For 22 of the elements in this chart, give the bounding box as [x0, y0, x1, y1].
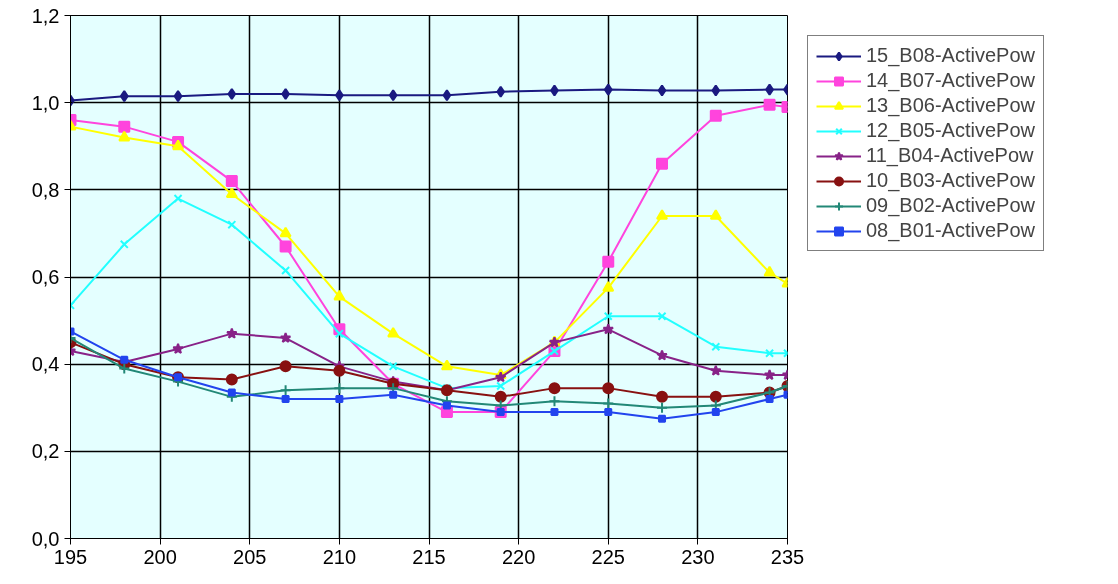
y-tick-label: 0,6 [31, 266, 60, 288]
x-tick-label: 230 [681, 545, 715, 568]
x-tick-label: 215 [412, 545, 446, 568]
legend-label: 12_B05-ActivePow [866, 119, 1035, 142]
y-tick-label: 1,0 [31, 91, 60, 114]
x-tick-label: 200 [143, 545, 177, 568]
legend-label: 13_B06-ActivePow [866, 94, 1035, 117]
legend-label: 14_B07-ActivePow [866, 69, 1035, 92]
y-tick-label: 1,2 [31, 4, 60, 27]
x-tick-label: 235 [770, 545, 805, 568]
y-tick-label: 0,8 [31, 178, 60, 201]
x-tick-label: 225 [591, 545, 625, 568]
x-tick-label: 220 [501, 545, 536, 568]
y-tick-label: 0,4 [31, 353, 60, 376]
y-tick-label: 0,2 [31, 440, 60, 463]
legend-label: 15_B08-ActivePow [866, 44, 1035, 67]
x-tick-label: 205 [233, 545, 267, 568]
legend-label: 10_B03-ActivePow [866, 169, 1035, 192]
x-tick-label: 210 [322, 545, 357, 568]
legend-label: 08_B01-ActivePow [866, 219, 1035, 242]
legend-label: 09_B02-ActivePow [866, 194, 1035, 217]
legend-label: 11_B04-ActivePow [866, 144, 1034, 167]
